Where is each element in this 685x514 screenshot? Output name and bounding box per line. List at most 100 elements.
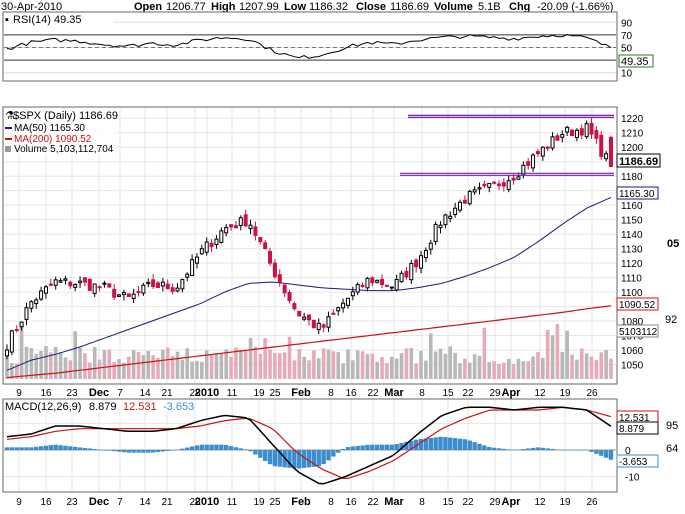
volume-bar: [438, 348, 443, 379]
macd-histogram-bar: [9, 447, 15, 450]
volume-bar: [185, 348, 190, 379]
candle-body: [565, 126, 570, 133]
volume-bar: [575, 359, 579, 379]
candle-body: [204, 241, 209, 253]
moving-averages: [6, 197, 612, 379]
candle-body: [34, 299, 39, 305]
candle-body: [570, 129, 575, 136]
candle-body: [462, 199, 467, 204]
volume-bar: [419, 350, 423, 379]
volume-bar: [599, 352, 604, 379]
macd-histogram-bar: [569, 450, 575, 451]
candle-body: [501, 182, 506, 187]
price-edge-label-a: 05: [667, 238, 679, 250]
candle-body: [384, 284, 389, 287]
volume-bar: [424, 360, 428, 379]
open-label: Open: [134, 1, 162, 13]
x-tick-label: 29: [489, 497, 501, 508]
volume-bar: [526, 361, 530, 379]
macd-histogram-bar: [253, 450, 258, 455]
candle-body: [131, 293, 136, 299]
price-tick-label: 1200: [621, 143, 644, 154]
macd-histogram-bar: [160, 450, 166, 452]
volume-bar: [341, 363, 345, 379]
macd-histogram-bar: [141, 450, 146, 453]
price-tick-label: 1110: [621, 274, 642, 285]
x-tick-label: 16: [40, 388, 52, 399]
macd-histogram-bar: [438, 436, 443, 450]
open-value: 1206.77: [166, 1, 206, 13]
macd-histogram-bar: [418, 438, 424, 450]
macd-histogram-bar: [511, 449, 516, 451]
macd-histogram-bar: [214, 444, 219, 450]
macd-histogram-bar: [594, 450, 599, 454]
volume-bar: [360, 351, 365, 379]
volume-bar: [502, 362, 506, 379]
rsi-title: RSI(14) 49.35: [13, 14, 81, 26]
candle-body: [326, 316, 331, 328]
candle-body: [121, 292, 126, 296]
rsi-plot: [6, 33, 612, 59]
volume-bar: [560, 351, 565, 379]
macd-histogram-bar: [550, 448, 555, 450]
volume-tag: [616, 324, 659, 338]
candle-body: [399, 272, 404, 283]
macd-histogram-bar: [555, 449, 560, 450]
volume-bar: [263, 338, 267, 379]
legend-symbol-icon: ⚗: [5, 110, 15, 122]
volume-bar: [399, 353, 404, 379]
macd-histogram-bar: [433, 437, 438, 450]
volume-bar: [141, 355, 146, 379]
rsi-tick-label: 90: [621, 18, 633, 29]
macd-histogram-bar: [146, 450, 151, 453]
volume-bar: [584, 353, 589, 379]
volume-bar: [39, 350, 43, 379]
x-tick-label: 7: [117, 497, 123, 508]
macd-histogram: [4, 436, 614, 469]
volume-bar: [497, 363, 501, 379]
candle-body: [423, 249, 428, 259]
macd-title: MACD(12,26,9): [5, 401, 81, 413]
price-tick-label: 1160: [621, 201, 643, 212]
candle-body: [112, 288, 117, 298]
macd-histogram-bar: [38, 446, 44, 450]
candle-body: [126, 293, 131, 298]
candle-body: [190, 259, 195, 277]
candle-body: [487, 182, 492, 188]
close-tag-text: 1186.69: [619, 156, 658, 168]
volume-bar: [414, 363, 418, 379]
volume-bar: [292, 360, 297, 379]
candle-body: [39, 290, 44, 300]
candle-body: [263, 242, 268, 249]
volume-bar: [570, 354, 574, 379]
x-tick-label: 19: [559, 388, 571, 399]
volume-bar: [97, 359, 102, 379]
ma200-tag: [616, 297, 659, 311]
price-edge-label-b: 92: [665, 314, 677, 326]
volume-bar: [312, 350, 316, 379]
candle-body: [292, 303, 297, 310]
macd-histogram-bar: [199, 444, 205, 450]
macd-histogram-bar: [501, 448, 507, 450]
candle-body: [467, 190, 472, 205]
candle-body: [29, 301, 34, 309]
macd-histogram-bar: [482, 445, 487, 450]
candle-body: [151, 279, 156, 287]
x-tick-label: 19: [253, 388, 265, 399]
volume-bar: [258, 353, 263, 379]
macd-histogram-bar: [63, 445, 68, 450]
candle-body: [589, 122, 594, 135]
macd-histogram-bar: [360, 445, 365, 450]
x-tick-label: 8: [328, 388, 334, 399]
macd-histogram-bar: [136, 450, 141, 453]
macd-histogram-bar: [599, 450, 604, 456]
candle-body: [141, 284, 146, 294]
macd-histogram-bar: [175, 449, 180, 451]
candle-body: [175, 287, 180, 292]
macd-histogram-bar: [238, 448, 244, 450]
macd-histogram-bar: [316, 450, 321, 467]
candle-body: [63, 278, 68, 281]
volume-bar: [63, 357, 68, 379]
macd-histogram-bar: [560, 449, 565, 451]
macd-histogram-bar: [248, 450, 253, 452]
